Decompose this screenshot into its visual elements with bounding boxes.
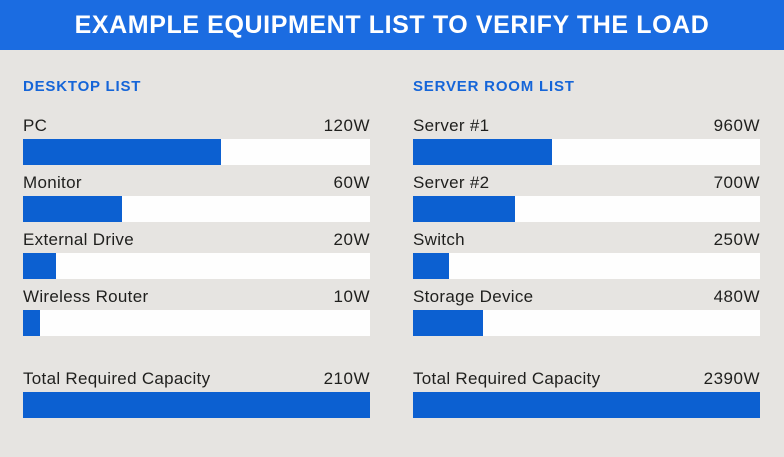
equipment-wattage: 250W [713,230,760,249]
bar-track [23,253,370,279]
equipment-label: Server #2 [413,173,490,192]
equipment-label: PC [23,116,48,135]
equipment-row-switch: Switch 250W [413,230,760,279]
equipment-wattage: 480W [713,287,760,306]
row-labels: Switch 250W [413,230,760,250]
total-wattage: 2390W [703,369,760,388]
equipment-label: Switch [413,230,465,249]
total-label: Total Required Capacity [23,369,211,388]
bar-fill [413,196,515,222]
row-labels: PC 120W [23,116,370,136]
equipment-wattage: 960W [713,116,760,135]
bar-fill [23,310,40,336]
equipment-label: Storage Device [413,287,534,306]
row-labels: Server #2 700W [413,173,760,193]
equipment-label: Server #1 [413,116,490,135]
desktop-list-heading: DESKTOP LIST [23,78,142,95]
bar-track [413,310,760,336]
equipment-label: External Drive [23,230,134,249]
equipment-row-server-1: Server #1 960W [413,116,760,165]
row-labels: Total Required Capacity 210W [23,369,370,389]
total-required-capacity-row: Total Required Capacity 2390W [413,369,760,418]
equipment-label: Monitor [23,173,82,192]
bar-fill [413,310,483,336]
equipment-row-external-drive: External Drive 20W [23,230,370,279]
row-labels: Storage Device 480W [413,287,760,307]
total-required-capacity-row: Total Required Capacity 210W [23,369,370,418]
bar-fill [23,392,370,418]
server-room-list-section: SERVER ROOM LIST Server #1 960W Server #… [413,78,760,426]
row-labels: Server #1 960W [413,116,760,136]
bar-fill [23,253,57,279]
equipment-row-pc: PC 120W [23,116,370,165]
equipment-row-storage-device: Storage Device 480W [413,287,760,336]
server-room-list-heading: SERVER ROOM LIST [413,78,575,95]
equipment-row-monitor: Monitor 60W [23,173,370,222]
title-banner: EXAMPLE EQUIPMENT LIST TO VERIFY THE LOA… [0,0,784,50]
total-wattage: 210W [323,369,370,388]
row-labels: Monitor 60W [23,173,370,193]
bar-track [23,139,370,165]
page-title: EXAMPLE EQUIPMENT LIST TO VERIFY THE LOA… [74,10,710,39]
row-labels: Total Required Capacity 2390W [413,369,760,389]
bar-track [413,253,760,279]
equipment-wattage: 700W [713,173,760,192]
equipment-wattage: 20W [333,230,370,249]
bar-fill [413,392,760,418]
desktop-list-section: DESKTOP LIST PC 120W Monitor 60W Externa… [23,78,370,426]
equipment-label: Wireless Router [23,287,149,306]
bar-track [23,310,370,336]
bar-fill [23,139,222,165]
bar-track [23,392,370,418]
equipment-row-wireless-router: Wireless Router 10W [23,287,370,336]
bar-track [413,196,760,222]
equipment-wattage: 120W [323,116,370,135]
equipment-row-server-2: Server #2 700W [413,173,760,222]
bar-fill [413,139,553,165]
bar-track [23,196,370,222]
row-labels: Wireless Router 10W [23,287,370,307]
equipment-wattage: 10W [333,287,370,306]
row-labels: External Drive 20W [23,230,370,250]
equipment-wattage: 60W [333,173,370,192]
bar-fill [413,253,450,279]
bar-fill [23,196,123,222]
total-label: Total Required Capacity [413,369,601,388]
bar-track [413,139,760,165]
bar-track [413,392,760,418]
